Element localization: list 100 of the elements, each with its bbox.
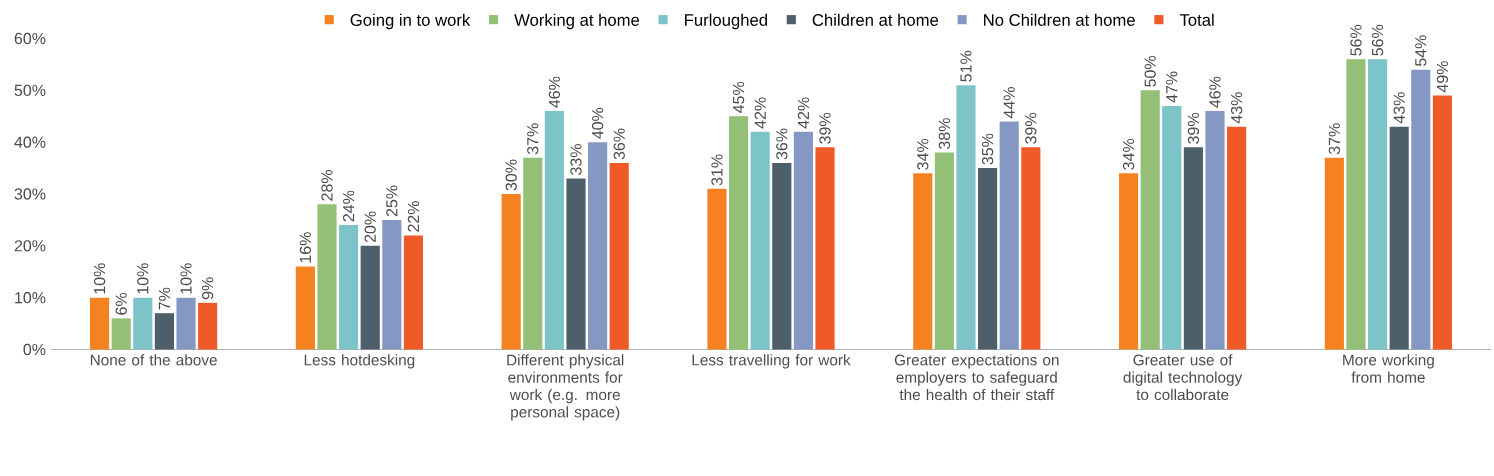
bar bbox=[339, 225, 359, 350]
legend-label: Going in to work bbox=[350, 13, 471, 30]
y-tick-label: 60% bbox=[14, 32, 46, 45]
bar bbox=[1205, 110, 1225, 350]
data-label: 37% bbox=[1328, 123, 1341, 155]
x-tick-label: More working from home bbox=[1343, 354, 1434, 383]
data-label: 42% bbox=[754, 97, 766, 129]
data-label: 39% bbox=[1187, 112, 1200, 144]
data-label: 34% bbox=[1122, 138, 1135, 170]
data-label: 16% bbox=[299, 232, 312, 263]
bar bbox=[1119, 173, 1139, 350]
data-label: 25% bbox=[386, 185, 398, 217]
bar bbox=[772, 162, 792, 350]
y-tick-label: 40% bbox=[14, 136, 46, 148]
bar bbox=[382, 219, 402, 350]
bar bbox=[978, 168, 998, 350]
bar bbox=[956, 85, 976, 350]
data-label: 37% bbox=[527, 123, 539, 155]
data-label: 39% bbox=[819, 112, 831, 144]
y-tick-label: 20% bbox=[14, 240, 46, 252]
bar bbox=[501, 193, 521, 350]
data-label: 56% bbox=[1350, 24, 1362, 56]
bar bbox=[90, 297, 110, 350]
y-tick-label: 30% bbox=[14, 188, 46, 200]
data-label: 22% bbox=[407, 200, 420, 232]
data-label: 54% bbox=[1415, 35, 1427, 66]
bar bbox=[793, 131, 813, 350]
data-label: 46% bbox=[548, 76, 561, 108]
data-label: 49% bbox=[1436, 61, 1449, 93]
data-label: 43% bbox=[1393, 92, 1405, 124]
bar bbox=[111, 318, 131, 350]
data-label: 36% bbox=[613, 128, 625, 160]
bar bbox=[750, 131, 770, 350]
bar bbox=[198, 302, 218, 350]
data-label: 20% bbox=[364, 211, 376, 243]
bar bbox=[999, 121, 1019, 350]
bar bbox=[1162, 105, 1182, 350]
data-label: 38% bbox=[938, 118, 951, 149]
legend-label: Children at home bbox=[812, 13, 939, 26]
bar bbox=[317, 204, 337, 350]
bar bbox=[133, 297, 153, 350]
bar bbox=[360, 245, 380, 350]
bar bbox=[1389, 126, 1409, 350]
data-label: 34% bbox=[917, 138, 929, 170]
bar bbox=[1183, 147, 1203, 350]
data-label: 33% bbox=[570, 143, 582, 175]
data-label: 7% bbox=[158, 287, 170, 310]
x-tick-label: Less travelling for work bbox=[692, 354, 851, 369]
bar bbox=[913, 173, 933, 350]
bar bbox=[523, 157, 543, 350]
data-label: 46% bbox=[1209, 76, 1221, 108]
bar bbox=[544, 110, 564, 350]
bar bbox=[1411, 69, 1431, 350]
bar bbox=[154, 313, 174, 350]
data-label: 24% bbox=[342, 190, 355, 222]
data-label: 50% bbox=[1144, 55, 1156, 87]
data-label: 6% bbox=[115, 292, 127, 315]
x-tick-label: None of the above bbox=[90, 354, 217, 366]
bar bbox=[403, 235, 423, 350]
data-label: 35% bbox=[981, 133, 994, 165]
bar bbox=[295, 266, 315, 350]
bar bbox=[566, 178, 586, 350]
legend-label: Total bbox=[1179, 13, 1214, 26]
data-label: 56% bbox=[1371, 24, 1384, 56]
bar bbox=[729, 116, 749, 350]
data-label: 42% bbox=[797, 97, 810, 129]
data-label: 10% bbox=[137, 263, 149, 294]
x-tick-label: Greater use of digital technology to collaborate bbox=[1123, 354, 1243, 401]
bar bbox=[934, 152, 954, 350]
legend-label: Working at home bbox=[514, 13, 640, 30]
data-label: 10% bbox=[180, 263, 192, 294]
bar bbox=[1368, 59, 1388, 350]
data-label: 40% bbox=[591, 107, 604, 139]
data-label: 31% bbox=[711, 154, 723, 186]
bar bbox=[588, 142, 608, 350]
data-label: 9% bbox=[201, 277, 214, 300]
data-label: 45% bbox=[732, 81, 745, 113]
data-label: 39% bbox=[1025, 112, 1037, 144]
bar bbox=[815, 147, 835, 350]
data-label: 51% bbox=[960, 50, 972, 82]
data-label: 44% bbox=[1003, 86, 1015, 119]
bar bbox=[1346, 59, 1366, 350]
y-tick-label: 50% bbox=[14, 84, 46, 96]
bar bbox=[176, 297, 196, 350]
bar bbox=[609, 162, 629, 350]
x-tick-label: Different physical environments for work (e.g. more personal space) bbox=[507, 354, 624, 421]
x-tick-label: Less hotdesking bbox=[304, 354, 415, 369]
bar bbox=[1324, 157, 1344, 350]
y-tick-label: 10% bbox=[15, 291, 46, 304]
legend-label: Furloughed bbox=[685, 13, 767, 30]
legend-label: No Children at home bbox=[984, 13, 1135, 26]
data-label: 43% bbox=[1230, 92, 1243, 124]
bar bbox=[1432, 95, 1452, 350]
data-label: 28% bbox=[321, 169, 333, 201]
bar bbox=[707, 188, 727, 350]
data-label: 10% bbox=[93, 263, 106, 294]
x-tick-label: Greater expectations on employers to safeguard the health of their staff bbox=[894, 354, 1059, 401]
bar bbox=[1021, 147, 1041, 350]
bar bbox=[1227, 126, 1247, 350]
y-tick-label: 0% bbox=[23, 343, 46, 356]
